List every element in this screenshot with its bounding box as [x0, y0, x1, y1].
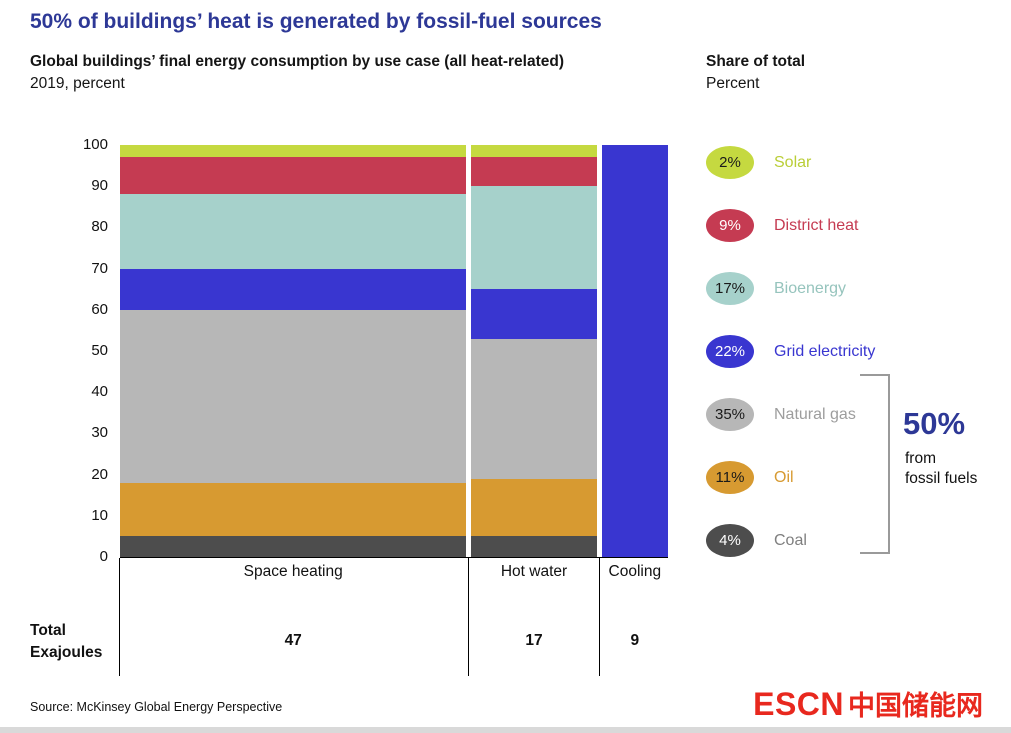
- legend-share-badge-natural-gas: 35%: [706, 398, 754, 431]
- y-tick-label: 50: [91, 342, 108, 359]
- bar-segment-natural-gas: [120, 309, 467, 483]
- escn-logo-text-cn: 中国储能网: [848, 691, 983, 721]
- fossil-fuels-share-value: 50%: [903, 406, 966, 441]
- bar-segment-grid-electricity: [120, 268, 467, 310]
- legend-share-badge-solar: 2%: [706, 146, 754, 179]
- chart-subtitle-units: 2019, percent: [30, 75, 125, 92]
- category-label-cooling: Cooling: [608, 563, 662, 580]
- y-tick-label: 90: [91, 177, 108, 195]
- legend-label-grid-electricity: Grid electricity: [774, 342, 876, 360]
- bar-segment-district-heat: [471, 157, 597, 187]
- legend-label-district-heat: District heat: [774, 216, 859, 234]
- bar-segment-bioenergy: [471, 186, 597, 290]
- legend-item-coal: 4% Coal: [706, 524, 875, 557]
- total-value-cooling: 9: [630, 632, 640, 649]
- bar-segment-solar: [471, 145, 597, 158]
- total-value-hot-water: 17: [525, 632, 543, 649]
- category-label-space-heating: Space heating: [243, 563, 343, 580]
- y-tick-label: 20: [91, 465, 108, 483]
- legend-share-badge-oil: 11%: [706, 461, 754, 494]
- bar-column-hot-water: [471, 145, 597, 557]
- bar-segment-oil: [471, 478, 597, 537]
- y-tick-label: 40: [91, 383, 108, 401]
- fossil-fuels-annotation-line1: from: [905, 450, 936, 467]
- legend-label-natural-gas: Natural gas: [774, 405, 856, 423]
- bar-segment-oil: [120, 482, 467, 537]
- fossil-fuels-annotation-line2: fossil fuels: [905, 470, 978, 487]
- bar-segment-grid-electricity: [601, 145, 668, 557]
- column-separator: [468, 558, 470, 676]
- fossil-fuels-bracket: [860, 374, 890, 554]
- totals-row-label-line2: Exajoules: [30, 644, 103, 661]
- chart-title: 50% of buildings’ heat is generated by f…: [30, 10, 602, 33]
- bar-segment-coal: [120, 536, 467, 557]
- escn-logo-text: ESCN: [753, 686, 844, 722]
- bar-segment-grid-electricity: [471, 289, 597, 339]
- legend-label-bioenergy: Bioenergy: [774, 279, 847, 297]
- column-separator: [598, 558, 600, 676]
- bar-column-cooling: [601, 145, 668, 557]
- bar-segment-natural-gas: [471, 338, 597, 479]
- chart-subtitle: Global buildings’ final energy consumpti…: [30, 53, 565, 70]
- legend-label-solar: Solar: [774, 153, 812, 171]
- bar-segment-solar: [120, 145, 467, 158]
- bar-column-space-heating: [120, 145, 467, 557]
- category-label-hot-water: Hot water: [500, 563, 568, 580]
- legend-share-badge-coal: 4%: [706, 524, 754, 557]
- legend-share-badge-grid-electricity: 22%: [706, 335, 754, 368]
- x-axis-line: [120, 557, 668, 558]
- y-tick-label: 70: [91, 259, 108, 277]
- legend-label-oil: Oil: [774, 468, 794, 486]
- source-note: Source: McKinsey Global Energy Perspecti…: [30, 700, 283, 714]
- totals-row-label-line1: Total: [30, 622, 66, 639]
- legend-subheader: Percent: [706, 75, 760, 92]
- bar-segment-coal: [471, 536, 597, 557]
- y-tick-label: 30: [91, 424, 108, 442]
- legend-header: Share of total: [706, 53, 806, 70]
- legend-item-oil: 11% Oil: [706, 461, 875, 494]
- legend: 2% Solar 9% District heat 17% Bioenergy 22% Gri…: [706, 146, 875, 587]
- legend-item-district-heat: 9% District heat: [706, 209, 875, 242]
- page-bottom-strip: [0, 727, 1011, 733]
- legend-label-coal: Coal: [774, 531, 807, 549]
- legend-item-solar: 2% Solar: [706, 146, 875, 179]
- escn-logo: ESCN 中国储能网: [753, 684, 983, 723]
- y-tick-label: 80: [91, 218, 108, 236]
- legend-item-bioenergy: 17% Bioenergy: [706, 272, 875, 305]
- bar-segment-bioenergy: [120, 194, 467, 269]
- y-tick-label: 60: [91, 300, 108, 318]
- legend-item-grid-electricity: 22% Grid electricity: [706, 335, 875, 368]
- y-tick-label: 10: [91, 506, 108, 524]
- y-tick-label: 100: [82, 136, 108, 153]
- y-tick-label: 0: [99, 548, 108, 565]
- legend-item-natural-gas: 35% Natural gas: [706, 398, 875, 431]
- legend-share-badge-district-heat: 9%: [706, 209, 754, 242]
- bar-segment-district-heat: [120, 157, 467, 195]
- legend-share-badge-bioenergy: 17%: [706, 272, 754, 305]
- column-separator: [119, 558, 120, 676]
- total-value-space-heating: 47: [284, 632, 302, 649]
